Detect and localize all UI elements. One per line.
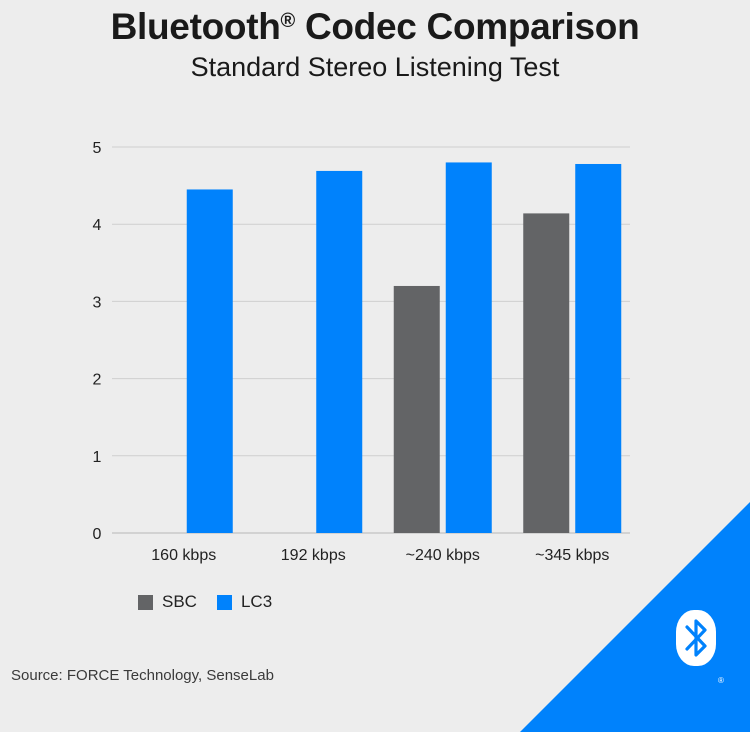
y-tick-label: 3 [93, 294, 102, 311]
corner-triangle: ® [520, 502, 750, 732]
bar-chart: 0 1 2 3 4 5 160 kbps 192 kbps ~240 kbps ~345 kbp… [93, 140, 630, 564]
legend-item-lc3: LC3 [216, 592, 273, 612]
bar-lc3-2 [445, 162, 492, 533]
legend-label-lc3: LC3 [240, 592, 273, 611]
bar-sbc-3 [523, 213, 570, 533]
bars [186, 162, 622, 533]
x-tick-label: ~345 kbps [535, 547, 609, 564]
x-tick-label: ~240 kbps [406, 547, 480, 564]
source-note: Source: FORCE Technology, SenseLab [11, 667, 274, 684]
y-tick-label: 0 [93, 526, 102, 543]
legend-label-sbc: SBC [162, 592, 197, 611]
title-text: Bluetooth [110, 6, 281, 47]
bar-sbc-2 [393, 285, 440, 533]
blue-triangle [520, 502, 750, 732]
chart-title: Bluetooth® Codec Comparison [0, 6, 750, 48]
legend: SBC LC3 [138, 592, 292, 612]
registered-mark: ® [280, 10, 296, 32]
legend-swatch-sbc [138, 594, 153, 610]
y-tick-label: 4 [93, 217, 102, 234]
title-text-rest: Codec Comparison [294, 6, 640, 47]
legend-swatch-lc3 [216, 594, 232, 610]
y-axis-ticks: 0 1 2 3 4 5 [93, 140, 102, 543]
x-tick-label: 192 kbps [281, 547, 346, 564]
logo-registered-mark: ® [718, 676, 724, 685]
bluetooth-icon [676, 610, 716, 666]
y-tick-label: 2 [93, 372, 102, 389]
y-tick-label: 5 [93, 140, 102, 157]
x-tick-label: 160 kbps [151, 547, 216, 564]
legend-item-sbc: SBC [138, 592, 197, 612]
bar-lc3-0 [186, 189, 233, 533]
bar-lc3-1 [316, 170, 363, 533]
x-axis-ticks: 160 kbps 192 kbps ~240 kbps ~345 kbps [151, 547, 609, 564]
bar-lc3-3 [575, 163, 622, 533]
y-tick-label: 1 [93, 449, 102, 466]
chart-subtitle: Standard Stereo Listening Test [190, 52, 560, 82]
